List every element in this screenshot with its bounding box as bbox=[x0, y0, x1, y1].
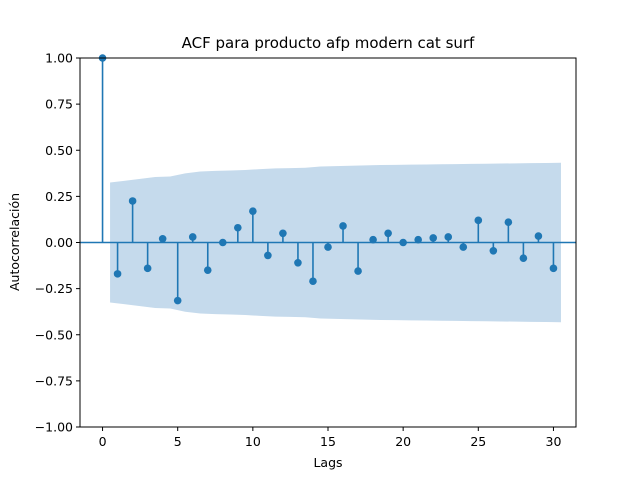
chart-title: ACF para producto afp modern cat surf bbox=[182, 34, 475, 52]
y-tick-label: −0.25 bbox=[35, 281, 73, 296]
y-tick-label: 0.00 bbox=[45, 235, 73, 250]
x-tick-label: 0 bbox=[99, 434, 107, 449]
acf-point-lag-29 bbox=[534, 232, 543, 240]
acf-point-lag-26 bbox=[489, 247, 498, 255]
y-tick-label: 0.50 bbox=[45, 143, 73, 158]
acf-point-lag-1 bbox=[113, 270, 122, 278]
y-tick-label: 0.75 bbox=[45, 97, 73, 112]
acf-point-lag-23 bbox=[444, 233, 453, 241]
x-tick-label: 10 bbox=[245, 434, 261, 449]
acf-point-lag-11 bbox=[264, 251, 272, 260]
acf-point-lag-7 bbox=[203, 266, 212, 274]
acf-point-lag-20 bbox=[399, 238, 407, 247]
acf-point-lag-24 bbox=[459, 243, 468, 251]
acf-point-lag-3 bbox=[143, 264, 152, 273]
x-tick-label: 25 bbox=[470, 434, 486, 449]
acf-point-lag-9 bbox=[234, 223, 242, 232]
x-axis-label: Lags bbox=[313, 455, 342, 470]
acf-point-lag-5 bbox=[173, 296, 182, 305]
x-axis-ticks: 0 5 10 15 20 25 30 bbox=[99, 427, 562, 449]
y-axis-label: Autocorrelación bbox=[7, 193, 22, 291]
acf-point-lag-25 bbox=[474, 216, 483, 225]
acf-point-lag-27 bbox=[504, 218, 513, 227]
acf-point-lag-4 bbox=[158, 235, 167, 243]
acf-point-lag-6 bbox=[188, 233, 197, 241]
acf-point-lag-2 bbox=[128, 197, 137, 205]
acf-point-lag-21 bbox=[414, 235, 422, 244]
x-tick-label: 5 bbox=[174, 434, 182, 449]
y-tick-label: −0.75 bbox=[35, 373, 73, 388]
x-tick-label: 20 bbox=[395, 434, 411, 449]
x-tick-label: 15 bbox=[320, 434, 336, 449]
x-tick-label: 30 bbox=[546, 434, 562, 449]
acf-point-lag-8 bbox=[218, 238, 227, 247]
acf-point-lag-15 bbox=[324, 243, 332, 251]
acf-point-lag-19 bbox=[384, 229, 392, 238]
marker-layer bbox=[98, 54, 558, 305]
y-axis-ticks: −1.00 −0.75 −0.50 −0.25 0.00 0.25 0.50 0.75 1.00 bbox=[35, 51, 80, 435]
y-tick-label: −1.00 bbox=[35, 420, 73, 435]
acf-point-lag-17 bbox=[354, 267, 362, 275]
acf-point-lag-10 bbox=[249, 207, 257, 215]
acf-point-lag-14 bbox=[309, 277, 317, 286]
y-tick-label: −0.50 bbox=[35, 327, 73, 342]
y-tick-label: 0.25 bbox=[45, 189, 73, 204]
acf-point-lag-13 bbox=[294, 258, 302, 267]
acf-point-lag-30 bbox=[549, 264, 558, 273]
acf-point-lag-16 bbox=[339, 222, 347, 230]
acf-point-lag-12 bbox=[279, 229, 287, 238]
acf-point-lag-28 bbox=[519, 254, 528, 262]
acf-point-lag-18 bbox=[369, 235, 377, 244]
acf-point-lag-22 bbox=[429, 234, 438, 242]
y-tick-label: 1.00 bbox=[45, 51, 73, 66]
